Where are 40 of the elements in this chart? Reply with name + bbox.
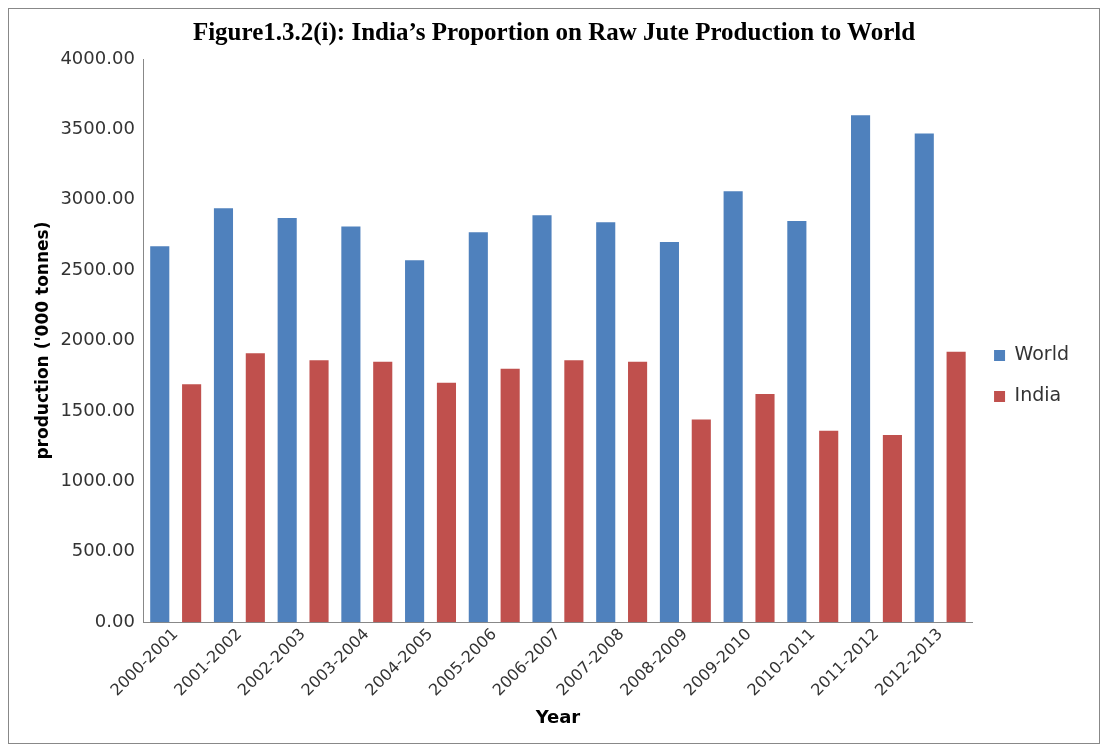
legend-label: India — [1014, 383, 1062, 406]
bar — [882, 434, 902, 623]
y-tick-label: 3500.00 — [60, 117, 135, 139]
y-tick-label: 500.00 — [71, 539, 135, 561]
y-tick-label: 2000.00 — [60, 328, 135, 350]
bar — [691, 419, 711, 623]
bar — [341, 226, 361, 623]
y-tick-label: 1000.00 — [60, 469, 135, 491]
bar — [659, 242, 679, 623]
bar — [182, 384, 202, 623]
bar — [628, 361, 648, 623]
y-tick-label: 3000.00 — [60, 187, 135, 209]
chart-title: Figure1.3.2(i): India’s Proportion on Raw Jute Production to World — [192, 18, 916, 47]
bar — [468, 232, 488, 623]
y-tick-label: 0.00 — [94, 609, 135, 631]
y-tick-label: 4000.00 — [60, 46, 135, 68]
bar — [851, 115, 871, 623]
bar — [309, 360, 329, 623]
bar — [787, 220, 807, 623]
y-tick-label: 2500.00 — [60, 257, 135, 279]
bar — [946, 351, 966, 623]
bar — [564, 360, 584, 623]
bar — [213, 208, 234, 623]
legend-label: World — [1014, 342, 1069, 365]
bar — [596, 222, 616, 623]
bar — [500, 368, 520, 623]
bar — [532, 215, 552, 623]
x-axis-title: Year — [534, 705, 581, 727]
bar — [373, 361, 393, 623]
y-axis-title: production ('000 tonnes) — [31, 221, 52, 460]
bar — [436, 382, 457, 623]
bar — [755, 394, 775, 623]
bar — [819, 430, 839, 623]
bar — [150, 246, 170, 623]
bar — [914, 133, 934, 623]
bar — [277, 218, 297, 623]
bar — [245, 353, 265, 623]
y-tick-label: 1500.00 — [60, 398, 135, 420]
bar — [405, 260, 425, 623]
bar — [723, 191, 743, 623]
